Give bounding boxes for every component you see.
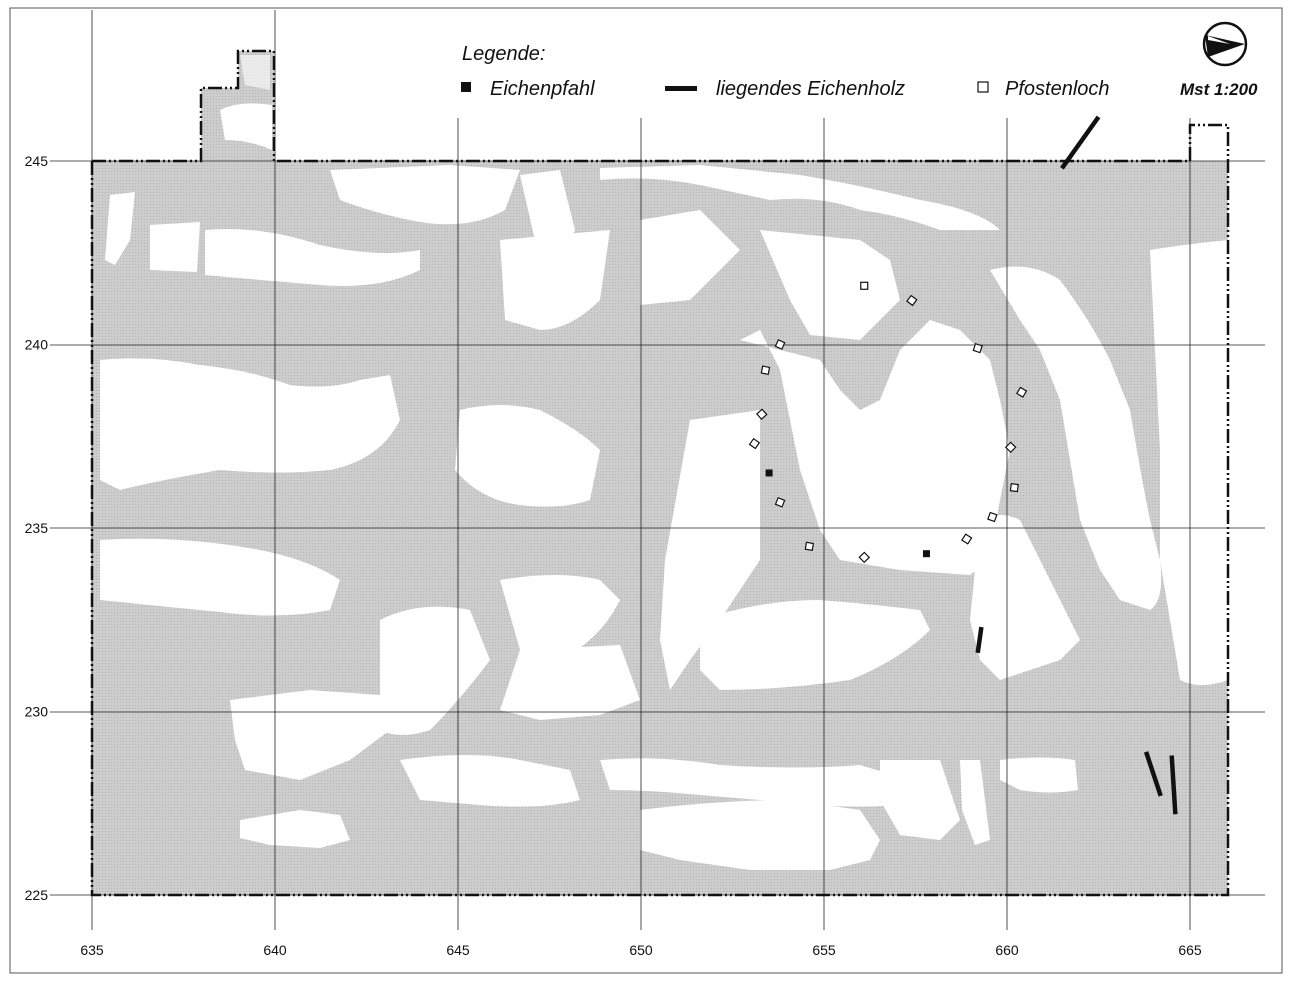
posthole-marker (987, 511, 998, 523)
oak-post-marker (765, 469, 773, 477)
posthole-marker (906, 294, 918, 307)
posthole-marker (858, 551, 871, 564)
scale-label: Mst 1:200 (1180, 80, 1258, 99)
posthole-marker (774, 339, 786, 350)
posthole-marker (760, 365, 771, 375)
north-arrow-icon (1202, 21, 1248, 67)
legend-thick-bar-icon (665, 86, 697, 91)
y-tick-label: 235 (25, 520, 49, 536)
oak-timber-bar (1143, 751, 1163, 797)
postholes-group (748, 281, 1028, 564)
oak-timber-bar (1169, 755, 1178, 815)
posthole-marker (860, 281, 869, 290)
y-tick-label: 245 (25, 153, 49, 169)
oak-timber-bar (975, 626, 984, 654)
legend-label-pfostenloch: Pfostenloch (1005, 78, 1110, 100)
legend-label-eichenholz: liegendes Eichenholz (716, 78, 905, 100)
page-frame (9, 7, 1283, 974)
posthole-marker (748, 437, 761, 450)
y-tick-label: 240 (25, 337, 49, 353)
x-tick-label: 650 (629, 942, 653, 958)
y-axis-ticks: 245 240 235 230 225 (25, 153, 49, 903)
oak-post-marker (922, 550, 930, 558)
legend-open-square-icon (977, 81, 989, 93)
oak-posts-group (765, 469, 930, 558)
oak-timbers-group (975, 115, 1178, 815)
posthole-marker (1016, 386, 1028, 398)
posthole-marker (755, 408, 768, 421)
x-tick-label: 645 (446, 942, 470, 958)
x-tick-label: 635 (80, 942, 104, 958)
excavation-boundary (90, 49, 1230, 897)
legend-label-eichenpfahl: Eichenpfahl (490, 78, 595, 100)
posthole-marker (804, 541, 815, 552)
x-tick-label: 665 (1178, 942, 1202, 958)
oak-timber-bar (1060, 115, 1101, 170)
y-tick-label: 225 (25, 887, 49, 903)
x-axis-ticks: 635 640 645 650 655 660 665 (80, 942, 1202, 958)
x-tick-label: 655 (812, 942, 836, 958)
posthole-marker (961, 533, 973, 545)
x-tick-label: 640 (263, 942, 287, 958)
legend-filled-square-icon (461, 82, 471, 92)
posthole-marker (972, 343, 983, 354)
legend: Legende: Eichenpfahl liegendes Eichenhol… (461, 43, 1110, 100)
posthole-marker (774, 496, 786, 508)
y-tick-label: 230 (25, 704, 49, 720)
legend-title: Legende: (462, 43, 545, 65)
x-tick-label: 660 (995, 942, 1019, 958)
posthole-marker (1004, 441, 1017, 454)
sediment-layer (92, 51, 1228, 895)
posthole-marker (1009, 483, 1019, 493)
